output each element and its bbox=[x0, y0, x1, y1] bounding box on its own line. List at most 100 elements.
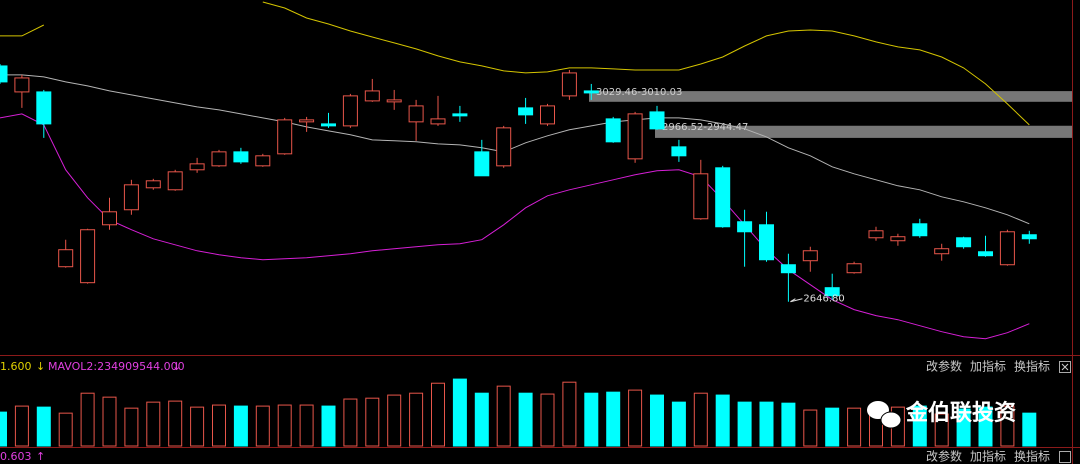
candle-body bbox=[561, 72, 577, 97]
volume-bar bbox=[715, 394, 730, 447]
button[interactable]: 换指标 bbox=[1014, 449, 1050, 464]
indicator-line bbox=[0, 74, 1030, 225]
volume-bar bbox=[0, 411, 7, 447]
candle-body bbox=[80, 229, 96, 284]
volume-bar bbox=[299, 404, 314, 447]
button[interactable]: 加指标 bbox=[970, 449, 1006, 464]
volume-bar bbox=[277, 404, 292, 447]
candle-body bbox=[0, 65, 8, 83]
volume-bar bbox=[540, 393, 555, 447]
candle-body bbox=[583, 90, 599, 94]
candle-body bbox=[890, 236, 906, 242]
price-zone bbox=[589, 91, 1072, 102]
volume-bar bbox=[803, 409, 818, 447]
volume-bar bbox=[781, 402, 796, 447]
candle-body bbox=[299, 119, 315, 123]
volume-bar bbox=[978, 406, 993, 447]
candle-body bbox=[759, 224, 774, 261]
candle-body bbox=[321, 123, 336, 127]
mavol-arrow: ↓ bbox=[172, 360, 181, 373]
button[interactable]: 改参数 bbox=[926, 359, 962, 374]
candle-body bbox=[868, 230, 884, 239]
volume-bar bbox=[409, 392, 424, 447]
volume-bar bbox=[146, 401, 161, 447]
close-icon bbox=[1061, 363, 1069, 371]
indicator-line bbox=[0, 113, 1030, 340]
volume-bar bbox=[671, 401, 686, 447]
volume-bar bbox=[496, 385, 511, 447]
volume-bar bbox=[650, 394, 664, 447]
volume-bar bbox=[934, 413, 949, 447]
candle-body bbox=[737, 221, 753, 233]
candle-body bbox=[605, 118, 621, 143]
volume-bar bbox=[124, 407, 139, 447]
candle-body bbox=[408, 105, 424, 123]
volume-bar bbox=[474, 392, 489, 447]
volume-bar bbox=[452, 378, 467, 447]
volume-bar bbox=[518, 392, 533, 447]
candle-body bbox=[14, 77, 30, 93]
candle-body bbox=[452, 113, 468, 117]
candle-body bbox=[167, 171, 183, 191]
volume-bar bbox=[321, 405, 336, 447]
volume-bar bbox=[737, 401, 752, 447]
wechat-icon bbox=[880, 411, 902, 429]
indicator-line bbox=[0, 1, 1030, 126]
volume-bar bbox=[606, 391, 621, 447]
candle-body bbox=[978, 251, 993, 257]
volume-bar bbox=[343, 398, 358, 447]
close-button[interactable] bbox=[1059, 451, 1071, 463]
candle-body bbox=[540, 105, 555, 125]
volume-bar bbox=[233, 405, 248, 447]
candle-body bbox=[277, 119, 293, 155]
volume-bar bbox=[1000, 405, 1015, 447]
candle-body bbox=[342, 95, 358, 127]
volume-bar bbox=[1022, 412, 1037, 447]
close-button[interactable] bbox=[1059, 361, 1071, 373]
volume-bar bbox=[387, 394, 402, 447]
candle-body bbox=[627, 113, 643, 160]
button[interactable]: 改参数 bbox=[926, 449, 962, 464]
candle-body bbox=[518, 107, 534, 116]
candle-body bbox=[956, 237, 972, 248]
volume-bar bbox=[693, 392, 708, 447]
price-zone bbox=[655, 125, 1072, 138]
mavol-label: MAVOL2:234909544.000 bbox=[48, 360, 185, 373]
volume-bar bbox=[584, 392, 599, 447]
candle-body bbox=[780, 264, 796, 274]
volume-bar bbox=[759, 401, 774, 447]
candle-body bbox=[386, 99, 402, 103]
candle-body bbox=[255, 155, 271, 167]
sub-arrow: ↑ bbox=[36, 450, 45, 463]
volume-pane bbox=[0, 378, 1037, 447]
watermark: 金伯联投资 bbox=[905, 400, 1016, 426]
candle-body bbox=[145, 180, 161, 189]
low-arrow bbox=[790, 298, 803, 303]
candle-body bbox=[693, 173, 709, 220]
candle-body bbox=[211, 151, 227, 167]
candle-body bbox=[189, 163, 205, 171]
low-label: 2646.80 bbox=[803, 294, 844, 305]
volume-bar bbox=[14, 405, 29, 447]
volume-bar bbox=[190, 406, 205, 447]
volume-bar bbox=[58, 412, 73, 447]
button[interactable]: 换指标 bbox=[1014, 359, 1050, 374]
volume-bar bbox=[102, 396, 117, 447]
candle-body bbox=[912, 223, 928, 237]
volume-bar bbox=[956, 408, 971, 447]
candle-body bbox=[1021, 234, 1037, 240]
vol-value: 1.600 bbox=[0, 360, 32, 373]
button[interactable]: 加指标 bbox=[970, 359, 1006, 374]
watermark-group: 金伯联投资 bbox=[867, 400, 1016, 429]
candle-body bbox=[364, 90, 380, 102]
candle-body bbox=[474, 151, 490, 177]
candle-body bbox=[233, 151, 249, 163]
volume-bar bbox=[365, 397, 380, 447]
zone-label: 3029.46-3010.03 bbox=[596, 87, 682, 98]
volume-bar bbox=[255, 405, 270, 447]
candle-body bbox=[430, 118, 446, 125]
candle-body bbox=[36, 91, 52, 125]
candle-body bbox=[671, 146, 687, 157]
